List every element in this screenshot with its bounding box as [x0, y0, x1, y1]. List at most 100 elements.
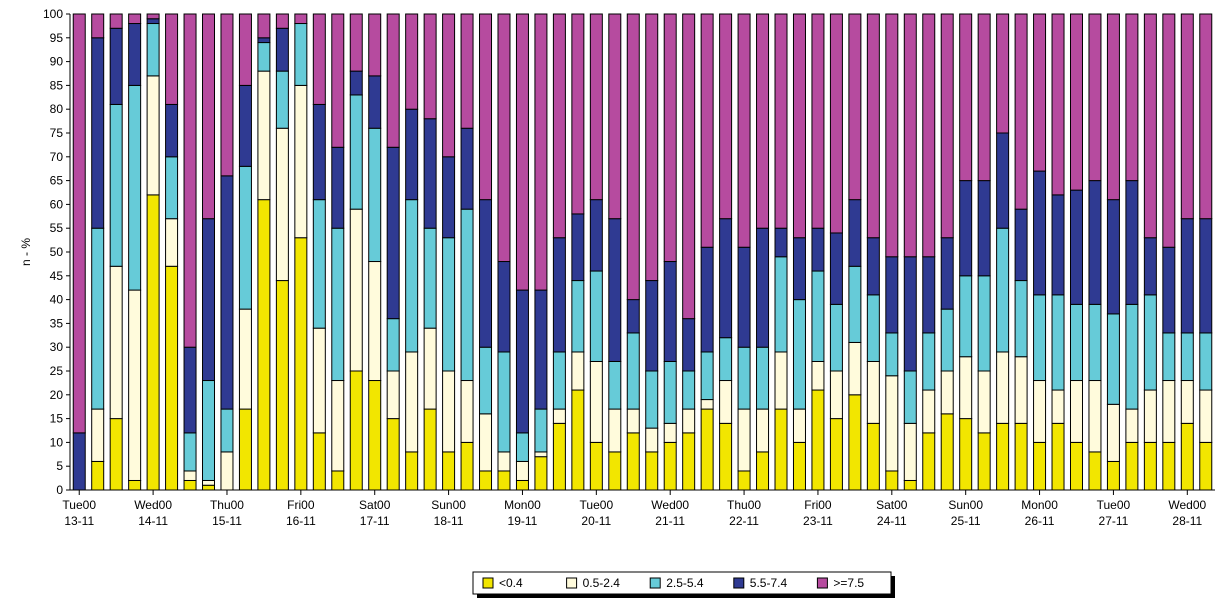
bar-segment: [866, 360, 880, 424]
bar-segment: [811, 389, 825, 491]
bar-segment: [756, 451, 770, 491]
bar-segment: [1014, 13, 1028, 210]
bar-segment: [885, 375, 899, 472]
y-tick-label: 65: [50, 174, 64, 188]
bar-segment: [571, 13, 585, 215]
bar-segment: [460, 127, 474, 210]
bar-segment: [1162, 246, 1176, 334]
bar-segment: [1051, 422, 1065, 491]
bar-segment: [294, 84, 308, 239]
bar-segment: [368, 75, 382, 129]
bar-segment: [608, 218, 622, 362]
bar-segment: [1125, 303, 1139, 410]
bar-segment: [1014, 280, 1028, 358]
bar-segment: [700, 399, 714, 410]
bar-segment: [220, 175, 234, 410]
bar-segment: [368, 127, 382, 263]
bar-segment: [1180, 13, 1194, 220]
bar-segment: [1106, 460, 1120, 491]
bar-segment: [460, 441, 474, 491]
bar-segment: [571, 389, 585, 491]
bar-segment: [257, 42, 271, 72]
bar-segment: [1143, 441, 1157, 491]
bar-segment: [331, 380, 345, 472]
bar-segment: [257, 199, 271, 491]
bar-segment: [682, 318, 696, 372]
bar-segment: [146, 18, 160, 25]
y-tick-label: 5: [56, 459, 63, 473]
bar-segment: [774, 13, 788, 229]
bar-segment: [663, 360, 677, 424]
bar-segment: [829, 303, 843, 372]
bar-segment: [1162, 13, 1176, 248]
bar-segment: [608, 360, 622, 410]
bar-segment: [1033, 380, 1047, 443]
bar-segment: [405, 13, 419, 110]
bar-segment: [109, 418, 123, 491]
bar-segment: [1051, 389, 1065, 424]
bar-segment: [1088, 380, 1102, 453]
bar-segment: [515, 289, 529, 434]
y-tick-label: 50: [50, 245, 64, 259]
y-tick-label: 70: [50, 150, 64, 164]
bar-segment: [479, 346, 493, 415]
x-tick-label: Wed00 21-11: [651, 498, 689, 528]
bar-segment: [1051, 13, 1065, 196]
bar-segment: [1125, 441, 1139, 491]
bar-segment: [497, 13, 511, 263]
bar-segment: [940, 13, 954, 239]
bar-segment: [220, 408, 234, 453]
legend-swatch: [649, 577, 661, 589]
bar-segment: [866, 13, 880, 239]
bar-segment: [202, 380, 216, 481]
y-tick-label: 15: [50, 412, 64, 426]
bar-segment: [589, 199, 603, 272]
bar-segment: [1069, 441, 1083, 491]
bar-segment: [682, 432, 696, 491]
legend-swatch: [482, 577, 494, 589]
bar-segment: [829, 232, 843, 305]
bar-segment: [1088, 303, 1102, 382]
bar-segment: [866, 237, 880, 296]
legend-label: >=7.5: [833, 576, 864, 590]
bar-segment: [737, 408, 751, 472]
bar-segment: [626, 408, 640, 434]
y-tick-label: 0: [56, 483, 63, 497]
bar-segment: [423, 327, 437, 410]
bar-segment: [977, 432, 991, 491]
bar-segment: [626, 432, 640, 491]
bar-segment: [1143, 13, 1157, 239]
bar-segment: [589, 360, 603, 443]
bar-segment: [996, 422, 1010, 491]
bar-segment: [202, 479, 216, 486]
y-tick-label: 10: [50, 435, 64, 449]
bar-segment: [202, 13, 216, 220]
bar-segment: [423, 408, 437, 491]
bar-segment: [497, 470, 511, 491]
bar-segment: [792, 441, 806, 491]
bar-segment: [1106, 199, 1120, 315]
bar-segment: [940, 370, 954, 415]
bar-segment: [940, 413, 954, 491]
bar-segment: [774, 256, 788, 353]
bar-segment: [183, 346, 197, 434]
bar-segment: [442, 13, 456, 158]
bar-segment: [922, 256, 936, 334]
bar-segment: [571, 213, 585, 282]
x-tick-label: Wed00 14-11: [134, 498, 172, 528]
bar-segment: [386, 370, 400, 420]
legend-swatch: [816, 577, 828, 589]
bar-segment: [165, 103, 179, 158]
bar-segment: [663, 441, 677, 491]
bar-segment: [996, 13, 1010, 134]
bar-segment: [811, 13, 825, 229]
legend-box: [472, 571, 892, 595]
x-tick-label: Tue00 20-11: [580, 498, 614, 528]
bar-segment: [774, 351, 788, 410]
bar-segment: [220, 13, 234, 177]
bar-segment: [1014, 422, 1028, 491]
bar-segment: [589, 441, 603, 491]
bar-segment: [866, 422, 880, 491]
legend-label: <0.4: [499, 576, 523, 590]
bar-segment: [1180, 422, 1194, 491]
